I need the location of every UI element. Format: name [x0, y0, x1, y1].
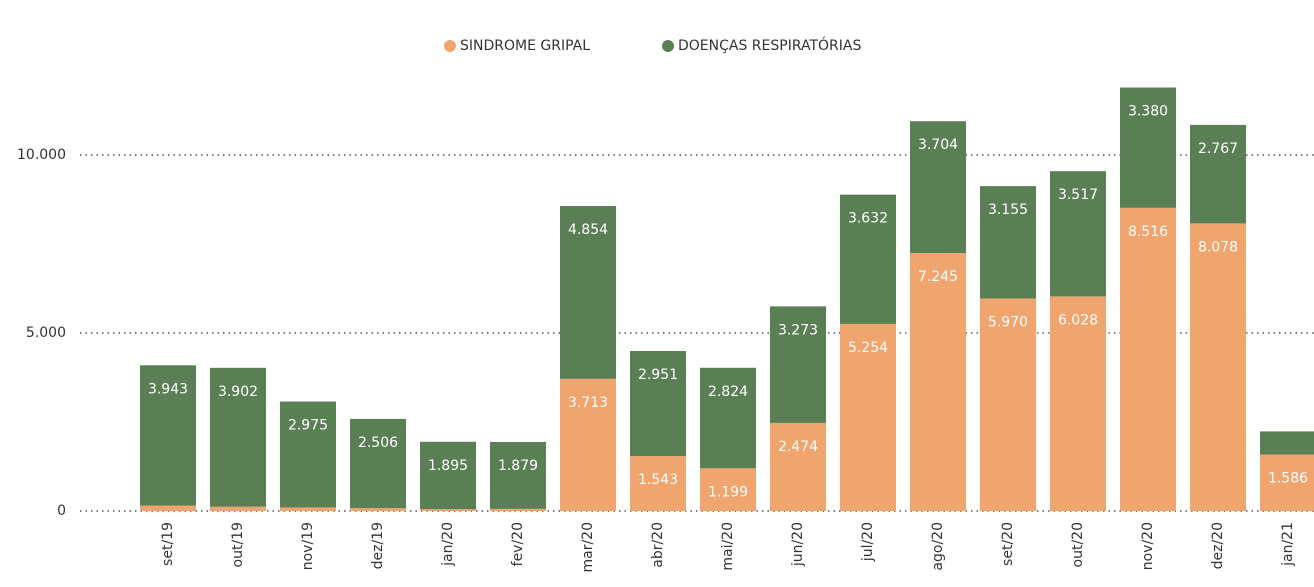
- legend-marker: [444, 40, 456, 52]
- bar-segment: [280, 507, 336, 511]
- y-tick-label: 0: [57, 503, 66, 519]
- value-label: 1.895: [428, 458, 468, 474]
- value-label: 3.155: [988, 202, 1028, 218]
- y-tick-label: 10.000: [17, 147, 66, 163]
- bar-segment: [1260, 454, 1314, 511]
- bar-segment: [770, 422, 826, 511]
- value-label: 5.970: [988, 314, 1028, 330]
- value-label: 7.245: [918, 269, 958, 285]
- x-tick-label: fev/20: [510, 522, 526, 566]
- value-label: 2.951: [638, 367, 678, 383]
- value-label: 3.632: [848, 211, 888, 227]
- bar-segment: [210, 367, 266, 507]
- bar-segment: [840, 194, 896, 324]
- value-label: 1.879: [498, 458, 538, 474]
- bar-segment: [420, 441, 476, 510]
- legend-marker: [662, 40, 674, 52]
- x-tick-label: nov/20: [1140, 522, 1156, 570]
- x-tick-label: jan/20: [440, 522, 456, 567]
- value-label: 1.543: [638, 472, 678, 488]
- value-label: 5.254: [848, 340, 888, 356]
- value-label: 2.767: [1198, 141, 1238, 157]
- value-label: 2.824: [708, 384, 748, 400]
- bar-segment: [350, 418, 406, 509]
- x-tick-label: set/20: [1000, 522, 1016, 566]
- x-tick-label: jul/20: [860, 522, 876, 562]
- bar-segment: [490, 441, 546, 509]
- x-tick-label: ago/20: [930, 522, 946, 571]
- bar-segment: [980, 298, 1036, 511]
- bar-segment: [910, 121, 966, 254]
- x-tick-label: jan/21: [1280, 522, 1296, 567]
- bar-segment: [140, 505, 196, 511]
- value-label: 1.586: [1268, 471, 1308, 487]
- bar-segment: [1050, 171, 1106, 297]
- value-label: 8.516: [1128, 224, 1168, 240]
- bar-segment: [630, 351, 686, 457]
- bar-segment: [140, 365, 196, 506]
- bar-segment: [280, 401, 336, 508]
- value-label: 3.380: [1128, 104, 1168, 120]
- bar-segment: [700, 367, 756, 469]
- bar-segment: [1050, 296, 1106, 511]
- bar-segment: [1260, 431, 1314, 455]
- bar-segment: [1120, 207, 1176, 512]
- legend-label: DOENÇAS RESPIRATÓRIAS: [678, 36, 861, 54]
- x-tick-label: dez/19: [370, 522, 386, 569]
- bar-segment: [1190, 124, 1246, 224]
- value-label: 2.474: [778, 439, 818, 455]
- x-tick-label: dez/20: [1210, 522, 1226, 569]
- value-label: 3.273: [778, 322, 818, 338]
- bar-segment: [910, 253, 966, 511]
- value-label: 4.854: [568, 222, 608, 238]
- x-tick-label: jun/20: [790, 522, 806, 567]
- bar-segment: [700, 468, 756, 511]
- bar-segment: [980, 186, 1036, 299]
- bar-segment: [490, 508, 546, 511]
- bar-segment: [420, 509, 476, 511]
- bar-segment: [1120, 87, 1176, 208]
- value-label: 2.975: [288, 418, 328, 434]
- value-label: 3.902: [218, 384, 258, 400]
- legend-label: SINDROME GRIPAL: [460, 38, 590, 54]
- bar-segment: [560, 378, 616, 511]
- value-label: 1.199: [708, 484, 748, 500]
- x-tick-label: mar/20: [580, 522, 596, 573]
- x-tick-label: out/19: [230, 522, 246, 567]
- bar-segment: [350, 508, 406, 511]
- value-label: 2.506: [358, 435, 398, 451]
- x-tick-label: out/20: [1070, 522, 1086, 567]
- bar-segment: [840, 323, 896, 511]
- bar-segment: [210, 506, 266, 511]
- bar-segment: [770, 306, 826, 423]
- value-label: 6.028: [1058, 312, 1098, 328]
- bar-segment: [560, 206, 616, 379]
- bar-segment: [1190, 223, 1246, 511]
- value-label: 3.713: [568, 395, 608, 411]
- value-label: 8.078: [1198, 239, 1238, 255]
- x-tick-label: set/19: [160, 522, 176, 566]
- bar-segment: [630, 456, 686, 511]
- x-tick-label: nov/19: [300, 522, 316, 570]
- value-label: 3.943: [148, 381, 188, 397]
- value-label: 3.704: [918, 137, 958, 153]
- y-tick-label: 5.000: [26, 325, 66, 341]
- x-tick-label: mai/20: [720, 522, 736, 571]
- value-label: 3.517: [1058, 187, 1098, 203]
- x-tick-label: abr/20: [650, 522, 666, 568]
